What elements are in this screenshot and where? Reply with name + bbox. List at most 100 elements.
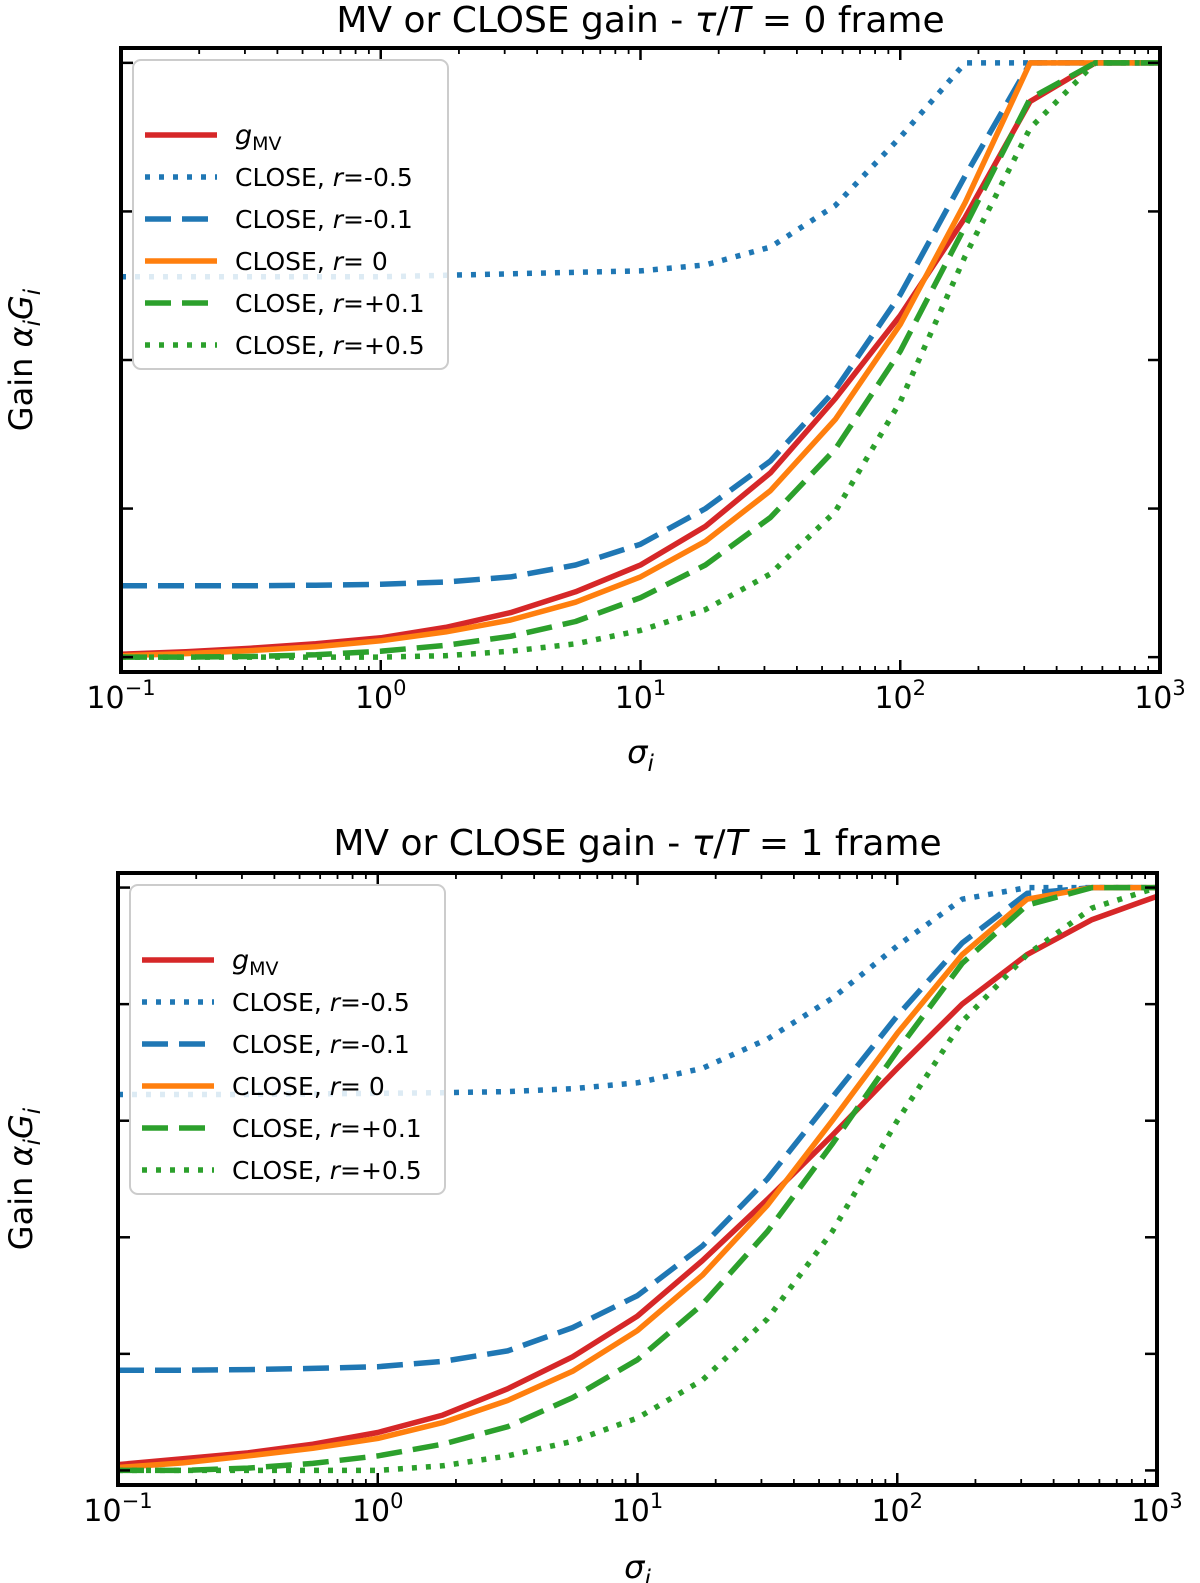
x-tick-exp: −1 — [122, 1489, 153, 1513]
chart-title: MV or CLOSE gain - τ/T = 1 frame — [333, 823, 941, 864]
chart-title-slash: / — [716, 0, 729, 41]
legend-entry-sub: MV — [249, 958, 278, 980]
legend-entry-eq: = — [340, 988, 361, 1017]
x-tick-exp: 2 — [910, 1489, 923, 1513]
x-tick-exp: 1 — [653, 676, 666, 700]
x-tick-base: 10 — [615, 681, 653, 716]
legend-entry-r: r — [330, 1114, 342, 1143]
x-tick-exp: 0 — [390, 1489, 403, 1513]
chart-title-tau: τ — [692, 823, 714, 864]
series-line-4 — [121, 60, 1160, 659]
legend-entry-label: CLOSE, — [232, 988, 330, 1017]
chart-title-rest: = 0 frame — [750, 0, 944, 41]
y-axis-label: Gain αiGi — [2, 288, 46, 431]
legend-entry-rval: 0 — [361, 1072, 385, 1101]
legend-entry-4: CLOSE, r= 0 — [232, 1072, 385, 1101]
legend-entry-6: CLOSE, r=+0.5 — [235, 331, 425, 360]
legend-entry-rval: +0.5 — [361, 1156, 422, 1185]
x-tick-label: 100 — [352, 1489, 404, 1529]
legend-entry-6: CLOSE, r=+0.5 — [232, 1156, 422, 1185]
x-tick-base: 10 — [874, 681, 912, 716]
series-line-5 — [118, 884, 1157, 1474]
x-tick-label: 10−1 — [86, 676, 155, 716]
legend-entry-rval: +0.1 — [361, 1114, 422, 1143]
series-line-2 — [121, 60, 1160, 280]
y-axis-gain: Gain — [2, 1166, 40, 1250]
legend-entry-g: g — [235, 120, 252, 151]
y-axis-alpha: α — [2, 1145, 40, 1166]
chart-title: MV or CLOSE gain - τ/T = 0 frame — [336, 0, 944, 41]
x-tick-label: 101 — [612, 1489, 664, 1529]
series-line-1 — [118, 893, 1157, 1468]
legend-entry-rval: +0.1 — [364, 289, 425, 318]
legend-entry-5: CLOSE, r=+0.1 — [232, 1114, 422, 1143]
legend-entry-rval: +0.5 — [364, 331, 425, 360]
x-tick-base: 10 — [352, 1494, 390, 1529]
legend-entry-r: r — [330, 1156, 342, 1185]
legend-entry-eq: = — [343, 205, 364, 234]
legend-entry-label: CLOSE, — [232, 1114, 330, 1143]
series-line-5 — [121, 60, 1160, 660]
y-axis-sub1: i — [20, 1138, 46, 1145]
series-line-3 — [118, 884, 1157, 1373]
y-axis-G: G — [2, 1114, 40, 1139]
x-tick-base: 10 — [871, 1494, 909, 1529]
chart-title-text: MV or CLOSE gain - — [333, 823, 691, 864]
x-tick-label: 103 — [1134, 676, 1186, 716]
legend-entry-label: CLOSE, — [235, 163, 333, 192]
legend-entry-4: CLOSE, r= 0 — [235, 247, 388, 276]
legend-entry-r: r — [333, 289, 345, 318]
legend-entry-r: r — [333, 247, 345, 276]
legend-entry-r: r — [333, 331, 345, 360]
legend-entry-label: CLOSE, — [235, 331, 333, 360]
legend-entry-eq: = — [340, 1114, 361, 1143]
y-axis-label: Gain αiGi — [2, 1107, 46, 1250]
x-axis-sigma: σ — [624, 1548, 646, 1583]
legend-entry-label: CLOSE, — [232, 1156, 330, 1185]
x-tick-exp: 3 — [1169, 1489, 1182, 1513]
x-tick-exp: 2 — [913, 676, 926, 700]
legend-entry-label: CLOSE, — [232, 1072, 330, 1101]
x-axis-label: σi — [624, 1548, 651, 1583]
legend-entry-eq: = — [343, 289, 364, 318]
legend-entry-2: CLOSE, r=-0.5 — [232, 988, 410, 1017]
series-line-6 — [121, 60, 1160, 660]
chart-title-t: T — [725, 823, 750, 864]
chart-title-rest: = 1 frame — [747, 823, 941, 864]
legend-entry-eq: = — [343, 247, 364, 276]
legend-entry-r: r — [333, 205, 345, 234]
x-tick-exp: 1 — [650, 1489, 663, 1513]
x-tick-label: 100 — [355, 676, 407, 716]
legend-entry-r: r — [333, 163, 345, 192]
series-line-4 — [118, 884, 1157, 1471]
x-tick-label: 102 — [874, 676, 926, 716]
x-tick-base: 10 — [1131, 1494, 1169, 1529]
y-axis-sub2: i — [20, 1107, 46, 1114]
legend-entry-3: CLOSE, r=-0.1 — [235, 205, 413, 234]
legend-entry-rval: -0.1 — [364, 205, 413, 234]
y-axis-alpha: α — [2, 326, 40, 347]
legend-entry-eq: = — [340, 1030, 361, 1059]
chart-title-t: T — [728, 0, 753, 41]
series-group — [118, 884, 1157, 1474]
legend-entry-2: CLOSE, r=-0.5 — [235, 163, 413, 192]
legend-entry-rval: -0.1 — [361, 1030, 410, 1059]
x-axis-sub: i — [647, 751, 654, 777]
legend-entry-5: CLOSE, r=+0.1 — [235, 289, 425, 318]
series-line-3 — [121, 60, 1160, 589]
legend-entry-rval: -0.5 — [361, 988, 410, 1017]
legend-entry-eq: = — [340, 1156, 361, 1185]
legend-entry-eq: = — [343, 331, 364, 360]
legend-entry-rval: -0.5 — [364, 163, 413, 192]
legend-entry-r: r — [330, 1030, 342, 1059]
x-tick-exp: 0 — [393, 676, 406, 700]
y-axis-sub1: i — [20, 319, 46, 326]
x-tick-label: 10−1 — [83, 1489, 152, 1529]
x-tick-exp: 3 — [1172, 676, 1185, 700]
chart-title-tau: τ — [695, 0, 717, 41]
